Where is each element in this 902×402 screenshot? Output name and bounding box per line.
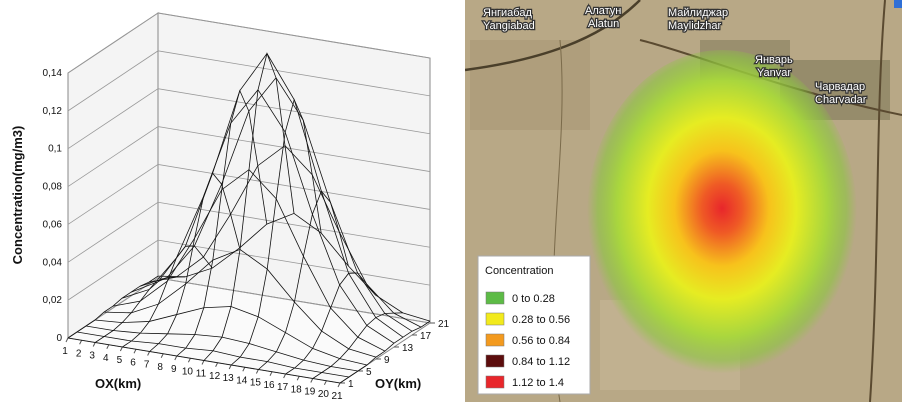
x-tick-label: 13 — [223, 373, 235, 384]
y-axis-label: OY(km) — [375, 376, 421, 391]
x-tick-label: 3 — [89, 351, 95, 362]
legend-label: 0 to 0.28 — [512, 293, 555, 305]
tick-mark — [175, 356, 177, 360]
place-label: Январь — [755, 54, 793, 66]
tick-mark — [243, 367, 245, 371]
tick-mark — [80, 340, 82, 344]
y-tick-label: 1 — [348, 379, 354, 390]
tick-mark — [324, 381, 326, 385]
tick-mark — [338, 383, 340, 387]
place-label: Alatun — [588, 18, 619, 30]
place-label: Алатун — [585, 5, 621, 17]
x-tick-label: 5 — [117, 355, 123, 366]
y-tick-label: 13 — [402, 343, 414, 354]
tick-mark — [284, 374, 286, 378]
tick-mark — [161, 354, 163, 358]
z-tick-label: 0,04 — [43, 257, 63, 268]
x-tick-label: 20 — [318, 389, 330, 400]
x-tick-label: 19 — [304, 387, 316, 398]
x-tick-label: 11 — [196, 369, 207, 380]
legend-swatch — [486, 355, 504, 367]
tick-mark — [202, 361, 204, 365]
x-tick-label: 7 — [144, 360, 150, 371]
z-tick-label: 0,02 — [43, 295, 63, 306]
tick-mark — [134, 349, 136, 353]
x-tick-label: 18 — [291, 384, 303, 395]
x-tick-label: 10 — [182, 366, 194, 377]
tick-mark — [120, 347, 122, 351]
tick-mark — [107, 345, 109, 349]
legend-swatch — [486, 292, 504, 304]
z-tick-label: 0,08 — [43, 182, 63, 193]
legend-label: 0.28 to 0.56 — [512, 314, 570, 326]
x-tick-label: 6 — [130, 357, 136, 368]
x-tick-label: 12 — [209, 371, 221, 382]
back-wall — [158, 13, 430, 323]
x-tick-label: 16 — [263, 380, 275, 391]
x-tick-label: 9 — [171, 364, 177, 375]
place-label: Yangiabad — [483, 20, 535, 32]
y-tick-label: 21 — [438, 319, 450, 330]
legend-label: 1.12 to 1.4 — [512, 377, 564, 389]
z-tick-label: 0,14 — [43, 68, 63, 79]
legend-swatch — [486, 313, 504, 325]
tick-mark — [297, 376, 299, 380]
x-tick-label: 15 — [250, 378, 262, 389]
legend-label: 0.84 to 1.12 — [512, 356, 570, 368]
tick-mark — [216, 363, 218, 367]
x-tick-label: 4 — [103, 353, 109, 364]
x-tick-label: 2 — [76, 348, 82, 359]
y-tick-label: 5 — [366, 367, 372, 378]
y-tick-label: 17 — [420, 331, 432, 342]
tick-mark — [229, 365, 231, 369]
place-label: Yanvar — [757, 67, 791, 79]
z-tick-label: 0,1 — [48, 144, 62, 155]
tick-mark — [311, 379, 313, 383]
x-axis-label: OX(km) — [95, 376, 141, 391]
z-tick-label: 0,06 — [43, 219, 63, 230]
place-label: Чарвадар — [815, 81, 865, 93]
legend-swatch — [486, 334, 504, 346]
z-axis-label: Concentration(mg/m3) — [10, 126, 25, 265]
legend-label: 0.56 to 0.84 — [512, 335, 570, 347]
x-tick-label: 14 — [236, 375, 248, 386]
place-label: Maylidzhar — [668, 20, 722, 32]
place-label: Charvadar — [815, 94, 867, 106]
x-tick-label: 8 — [157, 362, 163, 373]
x-tick-label: 17 — [277, 382, 289, 393]
x-tick-label: 21 — [331, 391, 343, 402]
z-tick-label: 0,12 — [43, 106, 63, 117]
figure: 00,020,040,060,080,10,120,14123456789101… — [0, 0, 902, 402]
place-label: Майлиджар — [668, 7, 728, 19]
tick-mark — [256, 370, 258, 374]
x-tick-label: 1 — [62, 346, 68, 357]
legend-swatch — [486, 376, 504, 388]
tick-mark — [66, 338, 68, 342]
field — [470, 40, 590, 130]
legend-title: Concentration — [485, 265, 554, 277]
z-tick-label: 0 — [56, 333, 62, 344]
y-tick-label: 9 — [384, 355, 390, 366]
tick-mark — [93, 343, 95, 347]
tick-mark — [270, 372, 272, 376]
map-badge — [894, 0, 902, 8]
place-label: Янгиабад — [483, 7, 532, 19]
tick-mark — [148, 352, 150, 356]
tick-mark — [188, 358, 190, 362]
